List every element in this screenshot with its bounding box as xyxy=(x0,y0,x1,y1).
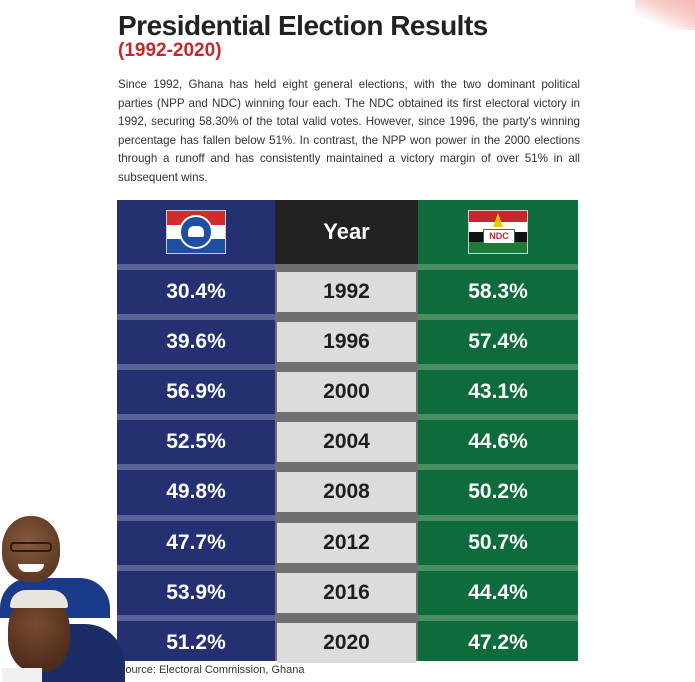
row-separator xyxy=(275,264,418,270)
corner-decoration xyxy=(635,0,695,30)
npp-cell: 52.5% xyxy=(166,430,226,454)
npp-column: 30.4% 39.6% 56.9% 52.5% 49.8% 47.7% 53.9% 51.2% xyxy=(117,200,275,661)
ndc-cell: 43.1% xyxy=(468,380,528,404)
year-cell: 2016 xyxy=(277,572,416,613)
year-header: Year xyxy=(275,200,418,264)
row-separator xyxy=(117,464,275,471)
row-separator xyxy=(275,414,418,421)
row-separator xyxy=(275,614,418,621)
npp-cell: 39.6% xyxy=(166,330,226,354)
row-separator xyxy=(275,514,418,521)
candidate-portraits xyxy=(0,508,130,682)
row-separator xyxy=(117,564,275,571)
ndc-cell: 58.3% xyxy=(468,280,528,303)
results-table: 30.4% 39.6% 56.9% 52.5% 49.8% 47.7% 53.9% 51.2%… xyxy=(117,200,578,663)
ndc-column: NDC 58.3% 57.4% 43.1% 44.6% 50.2% 50.7% 44.4% 4… xyxy=(418,200,578,661)
ndc-cell: 57.4% xyxy=(468,330,528,354)
portrait-candidate-bottom xyxy=(0,584,125,682)
ndc-cell: 44.4% xyxy=(468,580,528,604)
year-cell: 1996 xyxy=(277,322,416,363)
row-separator xyxy=(275,564,418,571)
npp-logo-icon xyxy=(166,210,226,254)
row-separator xyxy=(418,364,578,371)
year-cell: 2020 xyxy=(277,622,416,663)
ndc-logo-text: NDC xyxy=(483,229,515,244)
row-separator xyxy=(275,314,418,321)
npp-cell: 30.4% xyxy=(166,280,226,303)
row-separator xyxy=(418,614,578,621)
npp-cell: 47.7% xyxy=(166,530,226,554)
npp-cell: 53.9% xyxy=(166,580,226,604)
ndc-header: NDC xyxy=(418,200,578,264)
row-separator xyxy=(117,614,275,621)
row-separator xyxy=(117,364,275,371)
ndc-cell: 44.6% xyxy=(468,430,528,454)
row-separator xyxy=(117,264,275,270)
page-subtitle: (1992-2020) xyxy=(118,40,222,61)
row-separator xyxy=(418,464,578,471)
row-separator xyxy=(418,264,578,270)
year-cell: 2004 xyxy=(277,422,416,463)
intro-paragraph: Since 1992, Ghana has held eight general… xyxy=(118,78,580,184)
row-separator xyxy=(117,514,275,521)
source-note: Source: Electoral Commission, Ghana xyxy=(118,664,305,676)
ndc-cell: 50.2% xyxy=(468,480,528,504)
year-cell: 2008 xyxy=(277,472,416,513)
row-separator xyxy=(117,414,275,421)
year-cell: 1992 xyxy=(277,272,416,312)
ndc-logo-icon: NDC xyxy=(468,210,528,254)
row-separator xyxy=(418,414,578,421)
row-separator xyxy=(117,314,275,321)
npp-cell: 49.8% xyxy=(166,480,226,504)
year-cell: 2012 xyxy=(277,522,416,563)
row-separator xyxy=(418,514,578,521)
ndc-cell: 50.7% xyxy=(468,530,528,554)
year-cell: 2000 xyxy=(277,372,416,413)
npp-cell: 51.2% xyxy=(166,630,226,654)
npp-cell: 56.9% xyxy=(166,380,226,404)
row-separator xyxy=(275,364,418,371)
npp-header xyxy=(117,200,275,264)
row-separator xyxy=(418,564,578,571)
row-separator xyxy=(275,464,418,471)
year-column: Year 1992 1996 2000 2004 2008 2012 2016 2020 xyxy=(275,200,418,663)
page-title: Presidential Election Results xyxy=(118,10,488,41)
row-separator xyxy=(418,314,578,321)
ndc-cell: 47.2% xyxy=(468,630,528,654)
